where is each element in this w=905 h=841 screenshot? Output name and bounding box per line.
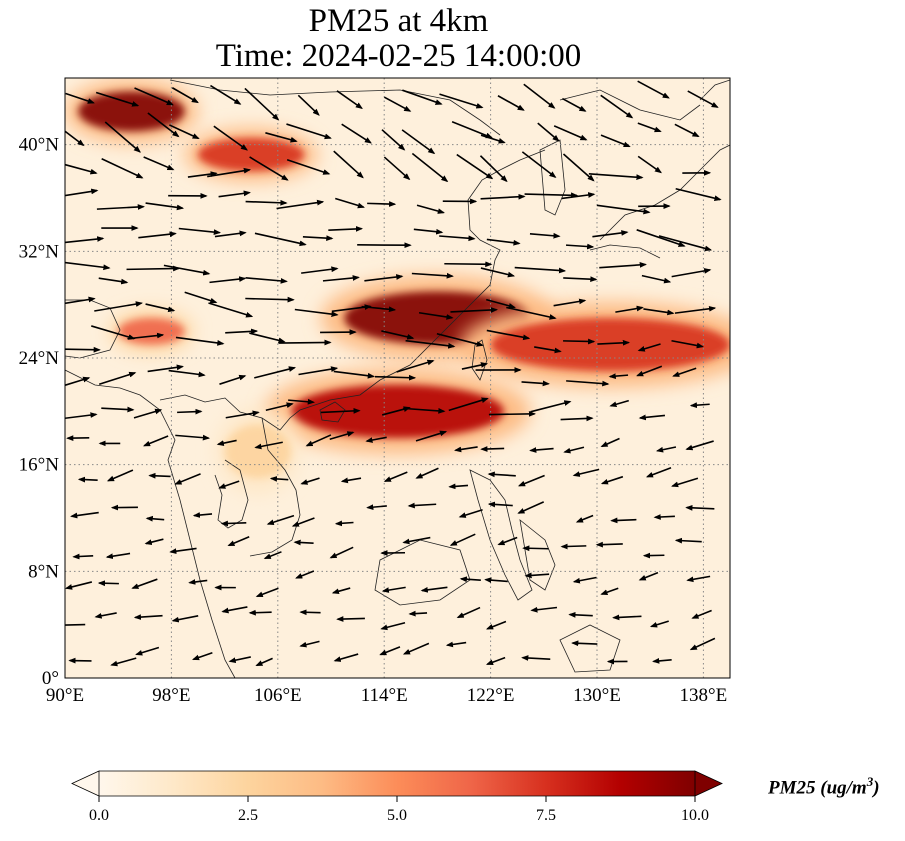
title-line-1: PM25 at 4km — [0, 4, 797, 39]
wind-vector — [482, 448, 505, 449]
wind-vector — [99, 583, 119, 584]
colorbar-label-text: PM25 (ug/m — [768, 777, 867, 798]
colorbar-tick-label: 2.5 — [238, 807, 258, 824]
colorbar-gradient — [99, 771, 695, 796]
wind-vector — [612, 520, 637, 521]
wind-vector — [150, 476, 171, 477]
lon-tick-label: 122°E — [467, 685, 515, 706]
pm25-plume — [198, 138, 304, 171]
wind-vector — [562, 546, 586, 547]
colorbar-tick-label: 5.0 — [387, 807, 407, 824]
wind-vector — [489, 414, 535, 415]
colorbar: 0.0 2.5 5.0 7.5 10.0 — [72, 771, 722, 824]
lat-tick-label: 24°N — [19, 348, 60, 369]
wind-vector — [570, 615, 593, 616]
wind-vector — [573, 643, 598, 644]
wind-vector — [301, 612, 321, 613]
lat-tick-label: 0° — [42, 668, 59, 689]
pm25-plume — [118, 318, 185, 345]
lat-tick-label: 8°N — [28, 561, 59, 582]
lon-tick-label: 98°E — [152, 685, 190, 706]
wind-vector — [367, 203, 395, 204]
wind-vector — [74, 556, 93, 557]
latitude-tick-labels: 40°N 32°N 24°N 16°N 8°N 0° — [19, 135, 60, 689]
colorbar-label: PM25 (ug/m3) — [768, 774, 880, 799]
wind-vector — [655, 516, 675, 517]
colorbar-ticks: 0.0 2.5 5.0 7.5 10.0 — [89, 796, 709, 824]
colorbar-extend-min — [72, 771, 99, 796]
lon-tick-label: 114°E — [361, 685, 408, 706]
wind-vector — [279, 342, 331, 343]
wind-vector — [250, 612, 272, 613]
wind-vector — [60, 349, 100, 350]
colorbar-extend-max — [695, 771, 722, 796]
colorbar-tick-label: 7.5 — [536, 807, 556, 824]
lon-tick-label: 106°E — [254, 685, 302, 706]
lat-tick-label: 40°N — [19, 135, 60, 156]
colorbar-label-close: ) — [873, 777, 879, 798]
wind-vector — [127, 268, 179, 269]
figure-title: PM25 at 4km Time: 2024-02-25 14:00:00 — [0, 4, 797, 74]
wind-vector — [58, 625, 85, 626]
lat-tick-label: 32°N — [19, 241, 60, 262]
wind-vector — [177, 411, 201, 412]
lon-tick-label: 130°E — [573, 685, 621, 706]
map-area — [52, 78, 760, 678]
wind-vector — [597, 544, 623, 545]
wind-vector — [222, 523, 246, 524]
colorbar-tick-label: 0.0 — [89, 807, 109, 824]
wind-vector — [410, 613, 427, 614]
lon-tick-label: 138°E — [680, 685, 728, 706]
wind-vector — [295, 542, 314, 543]
wind-vector — [338, 618, 365, 619]
wind-vector — [79, 479, 97, 480]
wind-vector — [563, 341, 594, 342]
wind-vector — [444, 264, 491, 265]
pm25-plume — [78, 91, 184, 131]
pm25-plume — [225, 425, 292, 478]
title-line-2: Time: 2024-02-25 14:00:00 — [0, 39, 797, 74]
lat-tick-label: 16°N — [19, 455, 60, 476]
colorbar-tick-label: 10.0 — [681, 807, 709, 824]
wind-vector — [524, 548, 549, 549]
